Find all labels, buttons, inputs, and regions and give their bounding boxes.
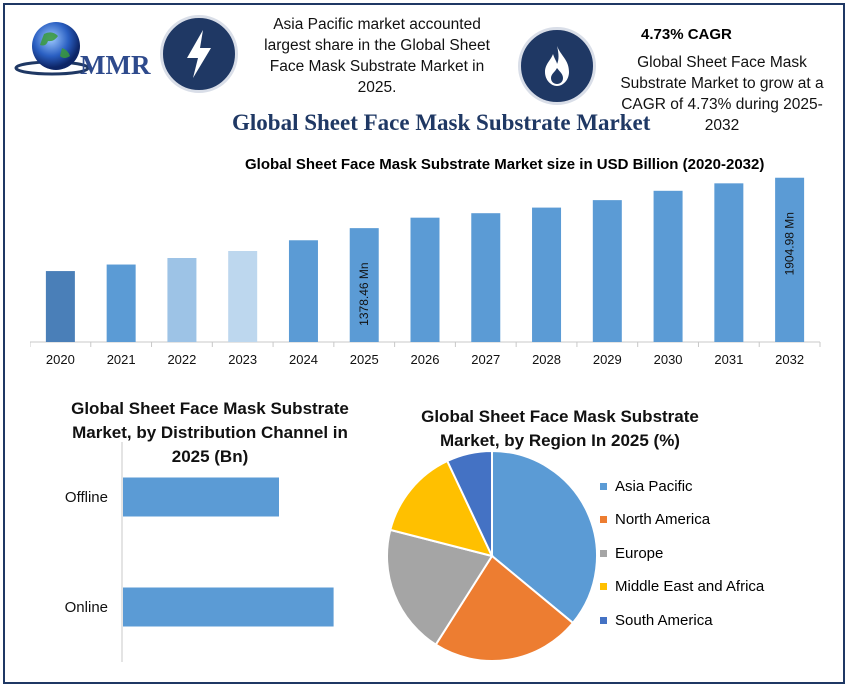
data-label: 1378.46 Mn xyxy=(357,262,371,325)
bar xyxy=(45,271,75,342)
legend-label: South America xyxy=(615,611,713,629)
info-right-line: 2032 xyxy=(704,117,740,134)
channel-chart-title: Global Sheet Face Mask Substrate Market,… xyxy=(50,397,370,469)
bar xyxy=(123,477,279,517)
x-tick-label: 2020 xyxy=(46,352,75,367)
bar xyxy=(532,207,562,342)
legend-swatch xyxy=(600,549,607,557)
bar xyxy=(167,258,197,342)
region-pie-chart xyxy=(386,449,598,662)
x-tick-label: 2032 xyxy=(775,352,804,367)
pie-slice xyxy=(445,449,493,557)
region-chart-title-line: Market, by Region In 2025 (%) xyxy=(440,431,680,450)
pie-slice xyxy=(491,449,598,625)
bar xyxy=(592,200,622,342)
legend-swatch xyxy=(600,516,607,523)
legend-label: Middle East and Africa xyxy=(615,578,765,595)
legend-item: South America xyxy=(600,610,764,630)
channel-bar-chart: Offline Online xyxy=(65,442,334,662)
x-tick-label: 2021 xyxy=(107,352,136,367)
info-left-line: Asia Pacific market accounted xyxy=(273,16,481,33)
legend-label: North America xyxy=(615,511,711,528)
legend-item: Asia Pacific xyxy=(600,476,764,496)
x-tick-label: 2022 xyxy=(167,352,196,367)
x-tick-label: 2031 xyxy=(714,352,743,367)
legend-swatch xyxy=(600,616,607,624)
info-left-line: largest share in the Global Sheet xyxy=(264,37,490,54)
region-chart-title-line: Global Sheet Face Mask Substrate xyxy=(421,407,699,426)
pie-legend: Asia Pacific North America Europe Middle Ea… xyxy=(600,476,764,644)
bar xyxy=(106,264,136,342)
legend-swatch xyxy=(600,482,607,490)
pie-slice xyxy=(386,528,494,647)
page-title: Global Sheet Face Mask Substrate Market xyxy=(232,110,651,135)
bar xyxy=(653,190,683,342)
bar xyxy=(775,177,805,342)
logo: MMR xyxy=(12,18,162,88)
legend-item: Middle East and Africa xyxy=(600,577,764,597)
data-label: 1904.98 Mn xyxy=(783,212,797,275)
bar xyxy=(228,251,258,342)
legend-item: North America xyxy=(600,510,764,530)
legend-label: Asia Pacific xyxy=(615,477,693,495)
outer-frame xyxy=(3,3,845,684)
x-tick-label: 2023 xyxy=(228,352,257,367)
bar xyxy=(349,228,379,342)
globe-icon xyxy=(14,22,90,76)
y-tick-label: Offline xyxy=(65,489,108,506)
channel-chart-title-line: Global Sheet Face Mask Substrate xyxy=(71,399,349,418)
bar xyxy=(123,587,334,627)
flame-icon xyxy=(518,27,596,105)
x-tick-label: 2024 xyxy=(289,352,318,367)
logo-text: MMR xyxy=(80,50,151,80)
x-tick-label: 2029 xyxy=(593,352,622,367)
pie-slice xyxy=(434,554,575,662)
bar xyxy=(288,240,318,342)
legend-swatch xyxy=(600,583,607,590)
pie-slice xyxy=(389,459,494,558)
region-chart-title: Global Sheet Face Mask Substrate Market,… xyxy=(400,405,720,453)
info-right: Global Sheet Face Mask Substrate Market … xyxy=(604,52,840,136)
legend-label: Europe xyxy=(615,544,664,562)
bar-chart: 2020 2021 2022 2023 2024 2025 2026 2027 2028 2029… xyxy=(30,177,821,367)
lightning-icon xyxy=(160,15,238,93)
cagr-title: 4.73% CAGR xyxy=(641,26,732,43)
y-tick-label: Online xyxy=(65,599,108,616)
x-tick-label: 2030 xyxy=(654,352,683,367)
bar xyxy=(471,213,501,342)
x-tick-label: 2027 xyxy=(471,352,500,367)
x-tick-label: 2026 xyxy=(411,352,440,367)
info-right-line: Global Sheet Face Mask xyxy=(637,54,807,71)
channel-chart-title-line: 2025 (Bn) xyxy=(171,447,249,466)
bar xyxy=(714,183,744,342)
bar xyxy=(410,217,440,342)
x-tick-label: 2028 xyxy=(532,352,561,367)
channel-chart-title-line: Market, by Distribution Channel in xyxy=(72,423,348,442)
info-left: Asia Pacific market accounted largest sh… xyxy=(246,14,508,98)
info-left-line: Face Mask Substrate Market in xyxy=(269,58,485,75)
info-right-line: CAGR of 4.73% during 2025- xyxy=(621,96,823,113)
legend-item: Europe xyxy=(600,543,764,563)
bar-chart-title: Global Sheet Face Mask Substrate Market … xyxy=(245,156,765,173)
x-tick-label: 2025 xyxy=(350,352,379,367)
info-right-line: Substrate Market to grow at a xyxy=(620,75,824,92)
info-left-line: 2025. xyxy=(357,79,397,96)
